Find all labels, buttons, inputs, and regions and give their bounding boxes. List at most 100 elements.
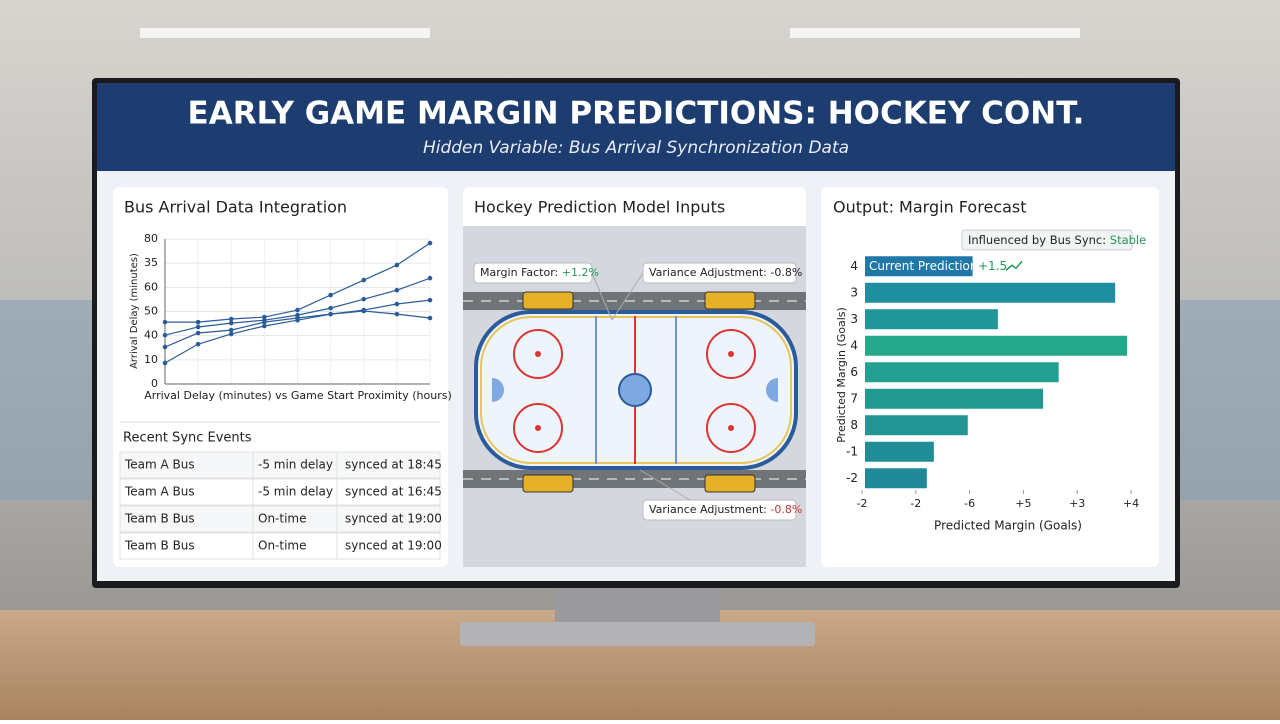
data-point — [394, 287, 400, 293]
data-point — [427, 297, 433, 303]
table-row — [119, 478, 441, 506]
data-point — [394, 301, 400, 307]
window — [1180, 300, 1280, 500]
table-row — [119, 505, 441, 533]
data-point — [394, 262, 400, 268]
y-tick-label: 8 — [850, 418, 858, 432]
sync-table: Team A Bus -5 min delay synced at 18:45 Tea… — [119, 451, 442, 560]
table-cell: Team A Bus — [124, 458, 195, 472]
ceiling-light — [140, 28, 430, 38]
data-point — [195, 341, 201, 347]
data-point — [162, 319, 168, 325]
data-point — [427, 315, 433, 321]
data-point — [328, 305, 333, 311]
y-tick-label: 3 — [850, 285, 858, 299]
annotation-boxes — [473, 262, 797, 521]
data-point — [228, 327, 234, 333]
trend-icon — [1005, 260, 1023, 271]
y-tick-label: 10 — [144, 353, 158, 366]
x-tick-label: -2 — [857, 497, 868, 510]
y-tick-label: 0 — [151, 377, 158, 390]
data-point — [295, 307, 300, 313]
data-point — [361, 308, 367, 314]
table-cell: -5 min delay — [258, 458, 333, 472]
monitor-base — [460, 622, 815, 646]
y-tick-label: 6 — [850, 365, 858, 379]
sync-note: Influenced by Bus Sync: Stable — [968, 233, 1146, 247]
y-tick-label: 3 — [850, 312, 858, 326]
bar — [865, 282, 1116, 303]
bar — [865, 441, 934, 462]
panel-title: Hockey Prediction Model Inputs — [474, 198, 725, 217]
data-point — [228, 316, 234, 322]
page-title: EARLY GAME MARGIN PREDICTIONS: HOCKEY CO… — [188, 96, 1085, 132]
y-tick-label: 4 — [850, 338, 858, 352]
data-point — [295, 317, 300, 323]
data-point — [328, 311, 333, 317]
bar — [865, 335, 1128, 356]
bus-icons — [522, 291, 756, 493]
bar — [865, 309, 998, 330]
data-point — [427, 240, 433, 246]
data-point — [195, 324, 201, 330]
data-point — [195, 319, 201, 325]
x-axis-label: Predicted Margin (Goals) — [934, 519, 1082, 533]
table-cell: synced at 18:45 — [345, 458, 442, 472]
data-point — [427, 275, 433, 281]
table-cell: Team B Bus — [124, 539, 195, 553]
x-tick-label: +3 — [1069, 497, 1085, 510]
table-row — [119, 532, 441, 560]
rink-annotation: Variance Adjustment: -0.8% — [649, 266, 802, 279]
rink-annotation: Variance Adjustment: -0.8% — [649, 503, 802, 516]
panel-title: Bus Arrival Data Integration — [124, 198, 347, 217]
data-point — [328, 292, 333, 298]
x-tick-label: +5 — [1015, 497, 1031, 510]
y-tick-label: -1 — [846, 444, 858, 458]
data-point — [228, 331, 234, 337]
bar — [865, 362, 1059, 383]
bar — [865, 415, 968, 436]
y-axis-label: Arrival Delay (minutes) — [129, 253, 140, 369]
ceiling-light — [790, 28, 1080, 38]
data-point — [162, 360, 168, 366]
table-cell: Team B Bus — [124, 512, 195, 526]
sync-note-box — [961, 229, 1133, 251]
y-tick-label: -2 — [846, 471, 858, 485]
rink — [463, 292, 806, 488]
x-axis-label: Arrival Delay (minutes) vs Game Start Pr… — [144, 389, 452, 402]
window — [0, 300, 95, 500]
rink-annotation: Margin Factor: +1.2% — [480, 266, 599, 279]
bar — [865, 388, 1044, 409]
table-row — [119, 451, 441, 479]
table-title: Recent Sync Events — [123, 431, 252, 446]
x-tick-label: -6 — [964, 497, 975, 510]
y-tick-label: 60 — [144, 280, 158, 293]
data-point — [361, 277, 367, 283]
header-bar — [97, 83, 1175, 171]
monitor-stand — [555, 585, 720, 625]
x-tick-label: +4 — [1123, 497, 1139, 510]
data-point — [195, 330, 201, 336]
page-subtitle: Hidden Variable: Bus Arrival Synchroniza… — [423, 138, 849, 158]
y-tick-label: 40 — [144, 329, 158, 342]
data-point — [262, 319, 267, 325]
current-prediction: Current Prediction: — [869, 259, 982, 273]
bar — [865, 256, 973, 277]
y-tick-label: 4 — [850, 259, 858, 273]
bar — [865, 468, 927, 489]
data-point — [361, 296, 367, 302]
data-point — [162, 332, 168, 338]
y-tick-label: 7 — [850, 391, 858, 405]
table-cell: synced at 19:00 — [345, 512, 442, 526]
table-cell: On-time — [258, 512, 307, 526]
current-prediction-value: +1.5 — [978, 259, 1007, 273]
y-tick-label: 50 — [144, 305, 158, 318]
panel-title: Output: Margin Forecast — [833, 198, 1027, 217]
table-cell: synced at 16:45 — [345, 485, 442, 499]
y-axis-label: Predicted Margin (Goals) — [835, 307, 848, 443]
y-tick-label: 80 — [144, 232, 158, 245]
y-tick-label: 35 — [144, 256, 158, 269]
table-cell: Team A Bus — [124, 485, 195, 499]
data-point — [394, 311, 400, 317]
